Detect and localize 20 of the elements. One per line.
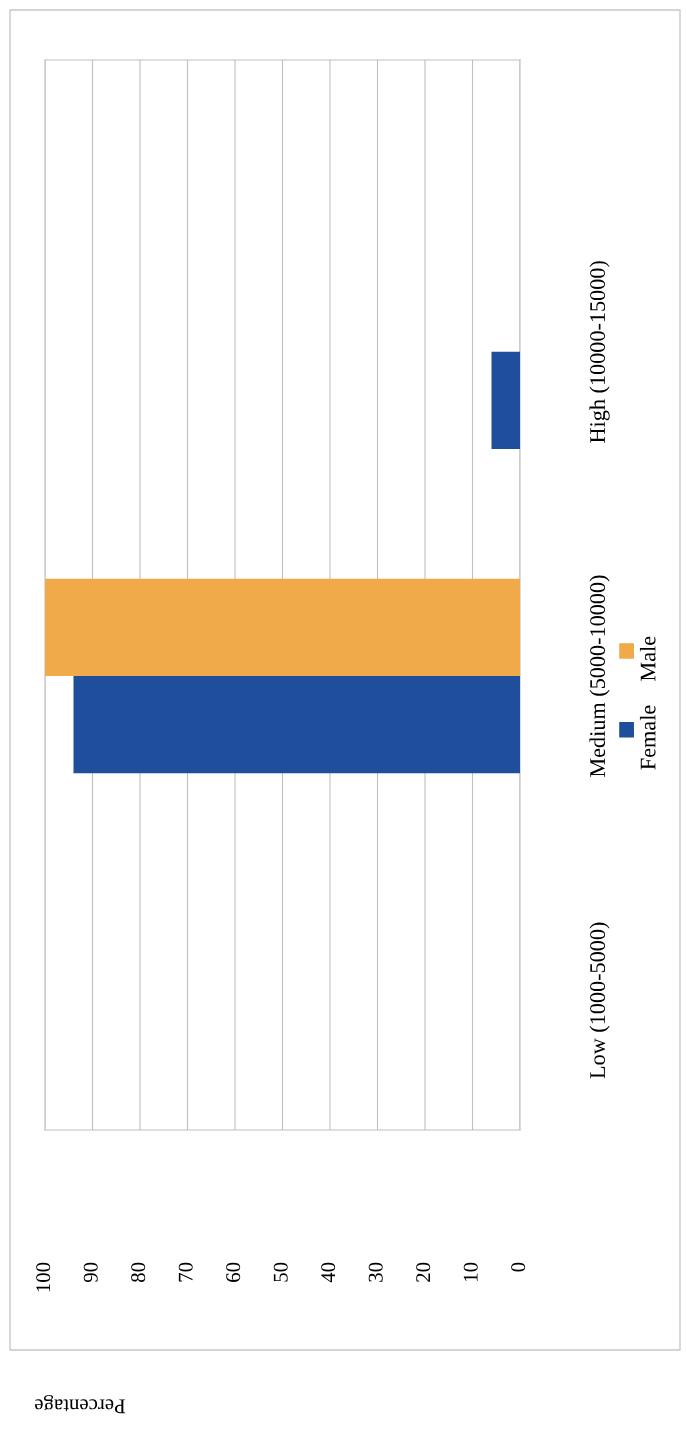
x-tick-label: 80 [131, 1262, 146, 1282]
x-tick-label: 60 [226, 1262, 241, 1282]
x-tick-label: 50 [273, 1262, 288, 1282]
legend-label: Male [639, 636, 656, 681]
bar [45, 578, 520, 677]
x-tick-label: 0 [511, 1262, 526, 1272]
y-tick-label: High (10000-15000) [589, 261, 610, 443]
y-tick-label: Low (1000-5000) [589, 922, 610, 1079]
x-tick-label: 30 [368, 1262, 383, 1282]
legend-label: Female [639, 705, 656, 770]
bar [73, 676, 520, 774]
x-tick-label: 90 [83, 1262, 98, 1283]
x-tick-label: 10 [463, 1262, 478, 1281]
x-tick-label: 40 [321, 1262, 336, 1283]
y-tick-label: Medium (5000-10000) [589, 575, 610, 777]
bar [491, 351, 520, 450]
x-tick-label: 100 [36, 1262, 51, 1292]
x-axis-title: Percentage [35, 1395, 126, 1414]
x-tick-label: 70 [178, 1262, 193, 1282]
x-tick-label: 20 [416, 1262, 431, 1282]
